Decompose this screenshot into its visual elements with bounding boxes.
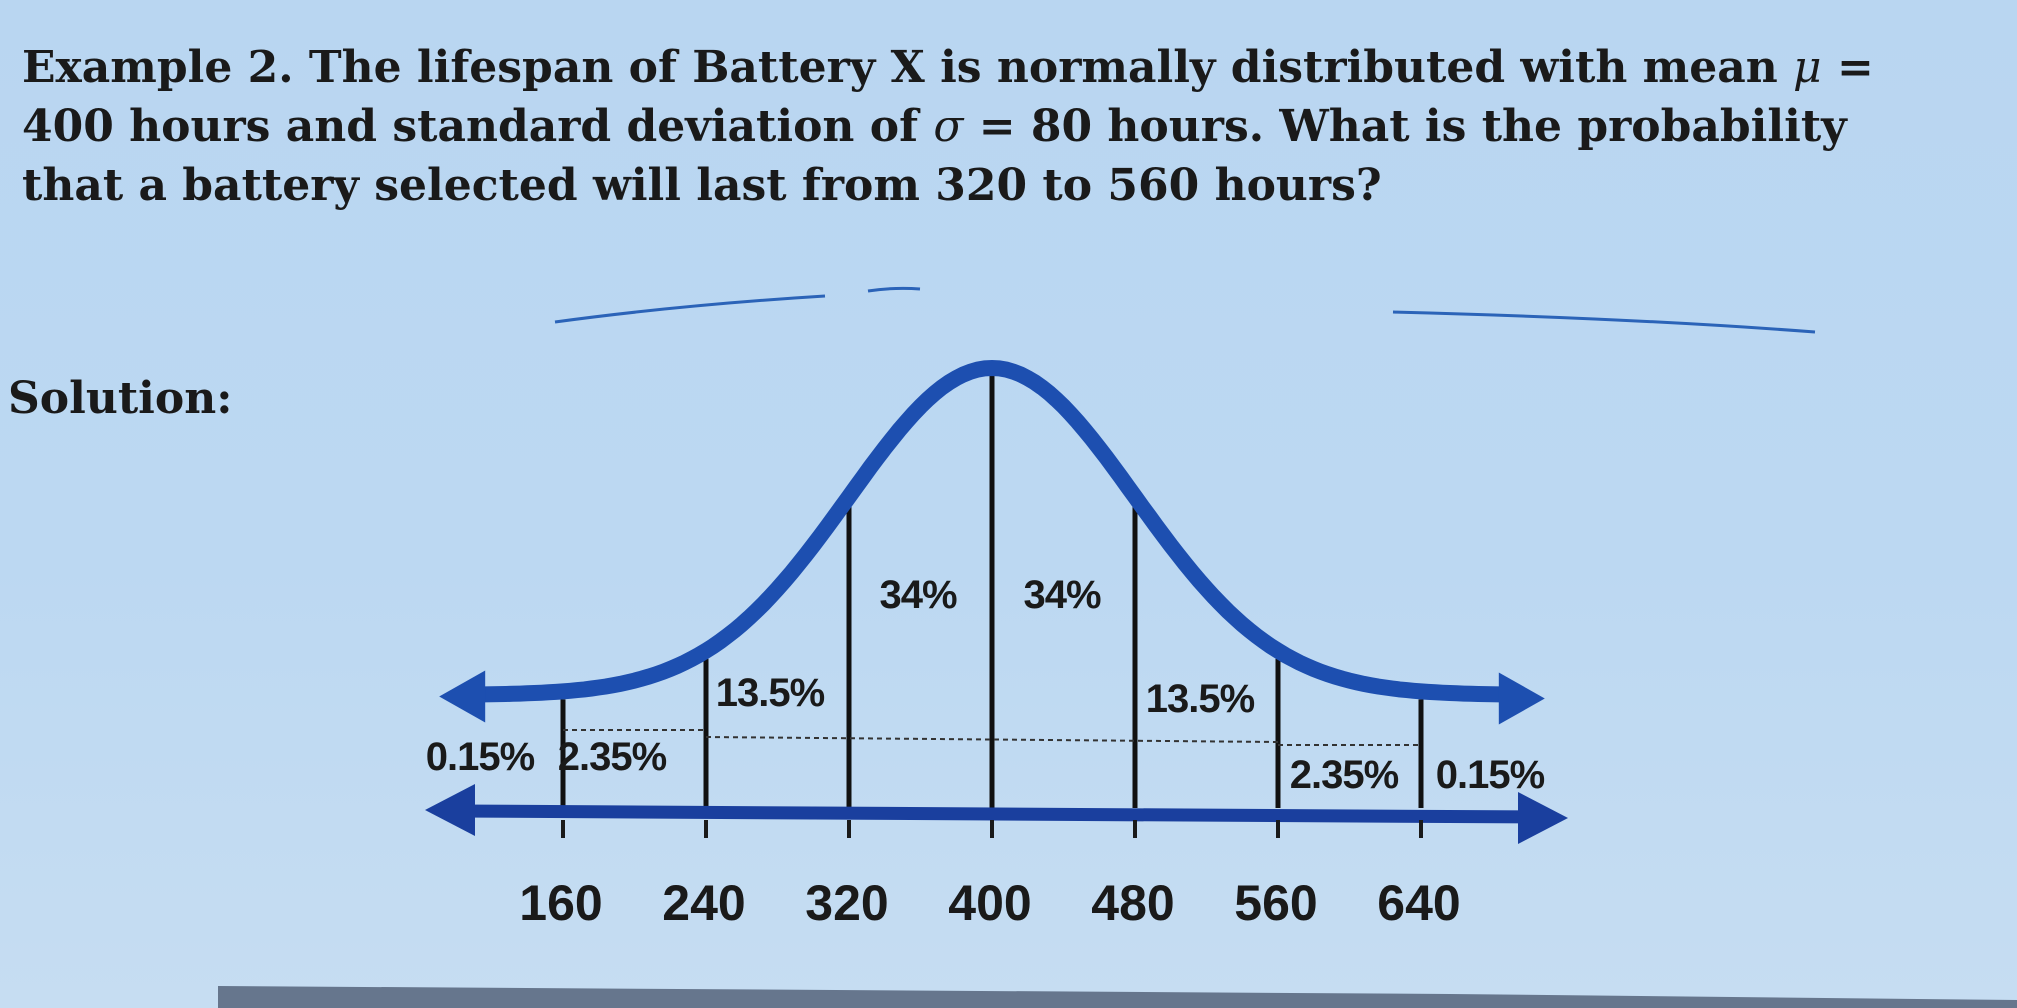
region-percent-label: 0.15% [426, 735, 535, 779]
region-percent-label: 13.5% [1146, 677, 1255, 721]
tick-label: 640 [1377, 875, 1460, 931]
problem-line-3: that a battery selected will last from 3… [22, 160, 1382, 211]
curve-left-arrowhead [439, 670, 486, 723]
region-percent-label: 2.35% [558, 735, 667, 779]
axis-tick-labels: 160 240 320 400 480 560 640 [519, 875, 1460, 931]
problem-statement: Example 2. The lifespan of Battery X is … [22, 38, 2012, 215]
tick-label: 400 [948, 875, 1031, 931]
sigma-symbol: σ [933, 101, 964, 152]
region-percent-label: 2.35% [1290, 753, 1399, 797]
tick-label: 480 [1091, 875, 1174, 931]
tick-label: 240 [662, 875, 745, 931]
region-percent-label: 34% [1023, 573, 1100, 617]
underline-stroke [1392, 310, 1816, 334]
tick-label: 160 [519, 875, 602, 931]
axis-right-arrowhead [1518, 792, 1568, 844]
normal-distribution-chart: 160 240 320 400 480 560 640 0.15% 2.35% 13.5% 34%… [425, 359, 1568, 931]
region-percent-label: 34% [879, 573, 956, 617]
problem-line-1: Example 2. The lifespan of Battery X is … [22, 42, 1874, 93]
dashed-guide-lines [563, 729, 1421, 746]
sd-dividers [560, 376, 1424, 808]
axis-left-arrowhead [425, 784, 475, 836]
tick-label: 560 [1234, 875, 1317, 931]
tick-label: 320 [805, 875, 888, 931]
bottom-edge-bar [218, 986, 2017, 1008]
region-percent-label: 0.15% [1436, 753, 1545, 797]
region-percent-labels: 0.15% 2.35% 13.5% 34% 34% 13.5% 2.35% 0.15% [426, 573, 1546, 797]
problem-line-2: 400 hours and standard deviation of σ = … [22, 101, 1847, 152]
underline-stroke [554, 294, 826, 324]
axis-tick-marks [561, 820, 1423, 838]
x-axis [454, 804, 1539, 824]
curve-right-arrowhead [1498, 672, 1545, 725]
underline-stroke [867, 286, 921, 293]
bell-curve [469, 359, 1515, 703]
region-percent-label: 13.5% [716, 671, 825, 715]
mu-symbol: μ [1793, 42, 1822, 93]
solution-label: Solution: [8, 373, 233, 424]
